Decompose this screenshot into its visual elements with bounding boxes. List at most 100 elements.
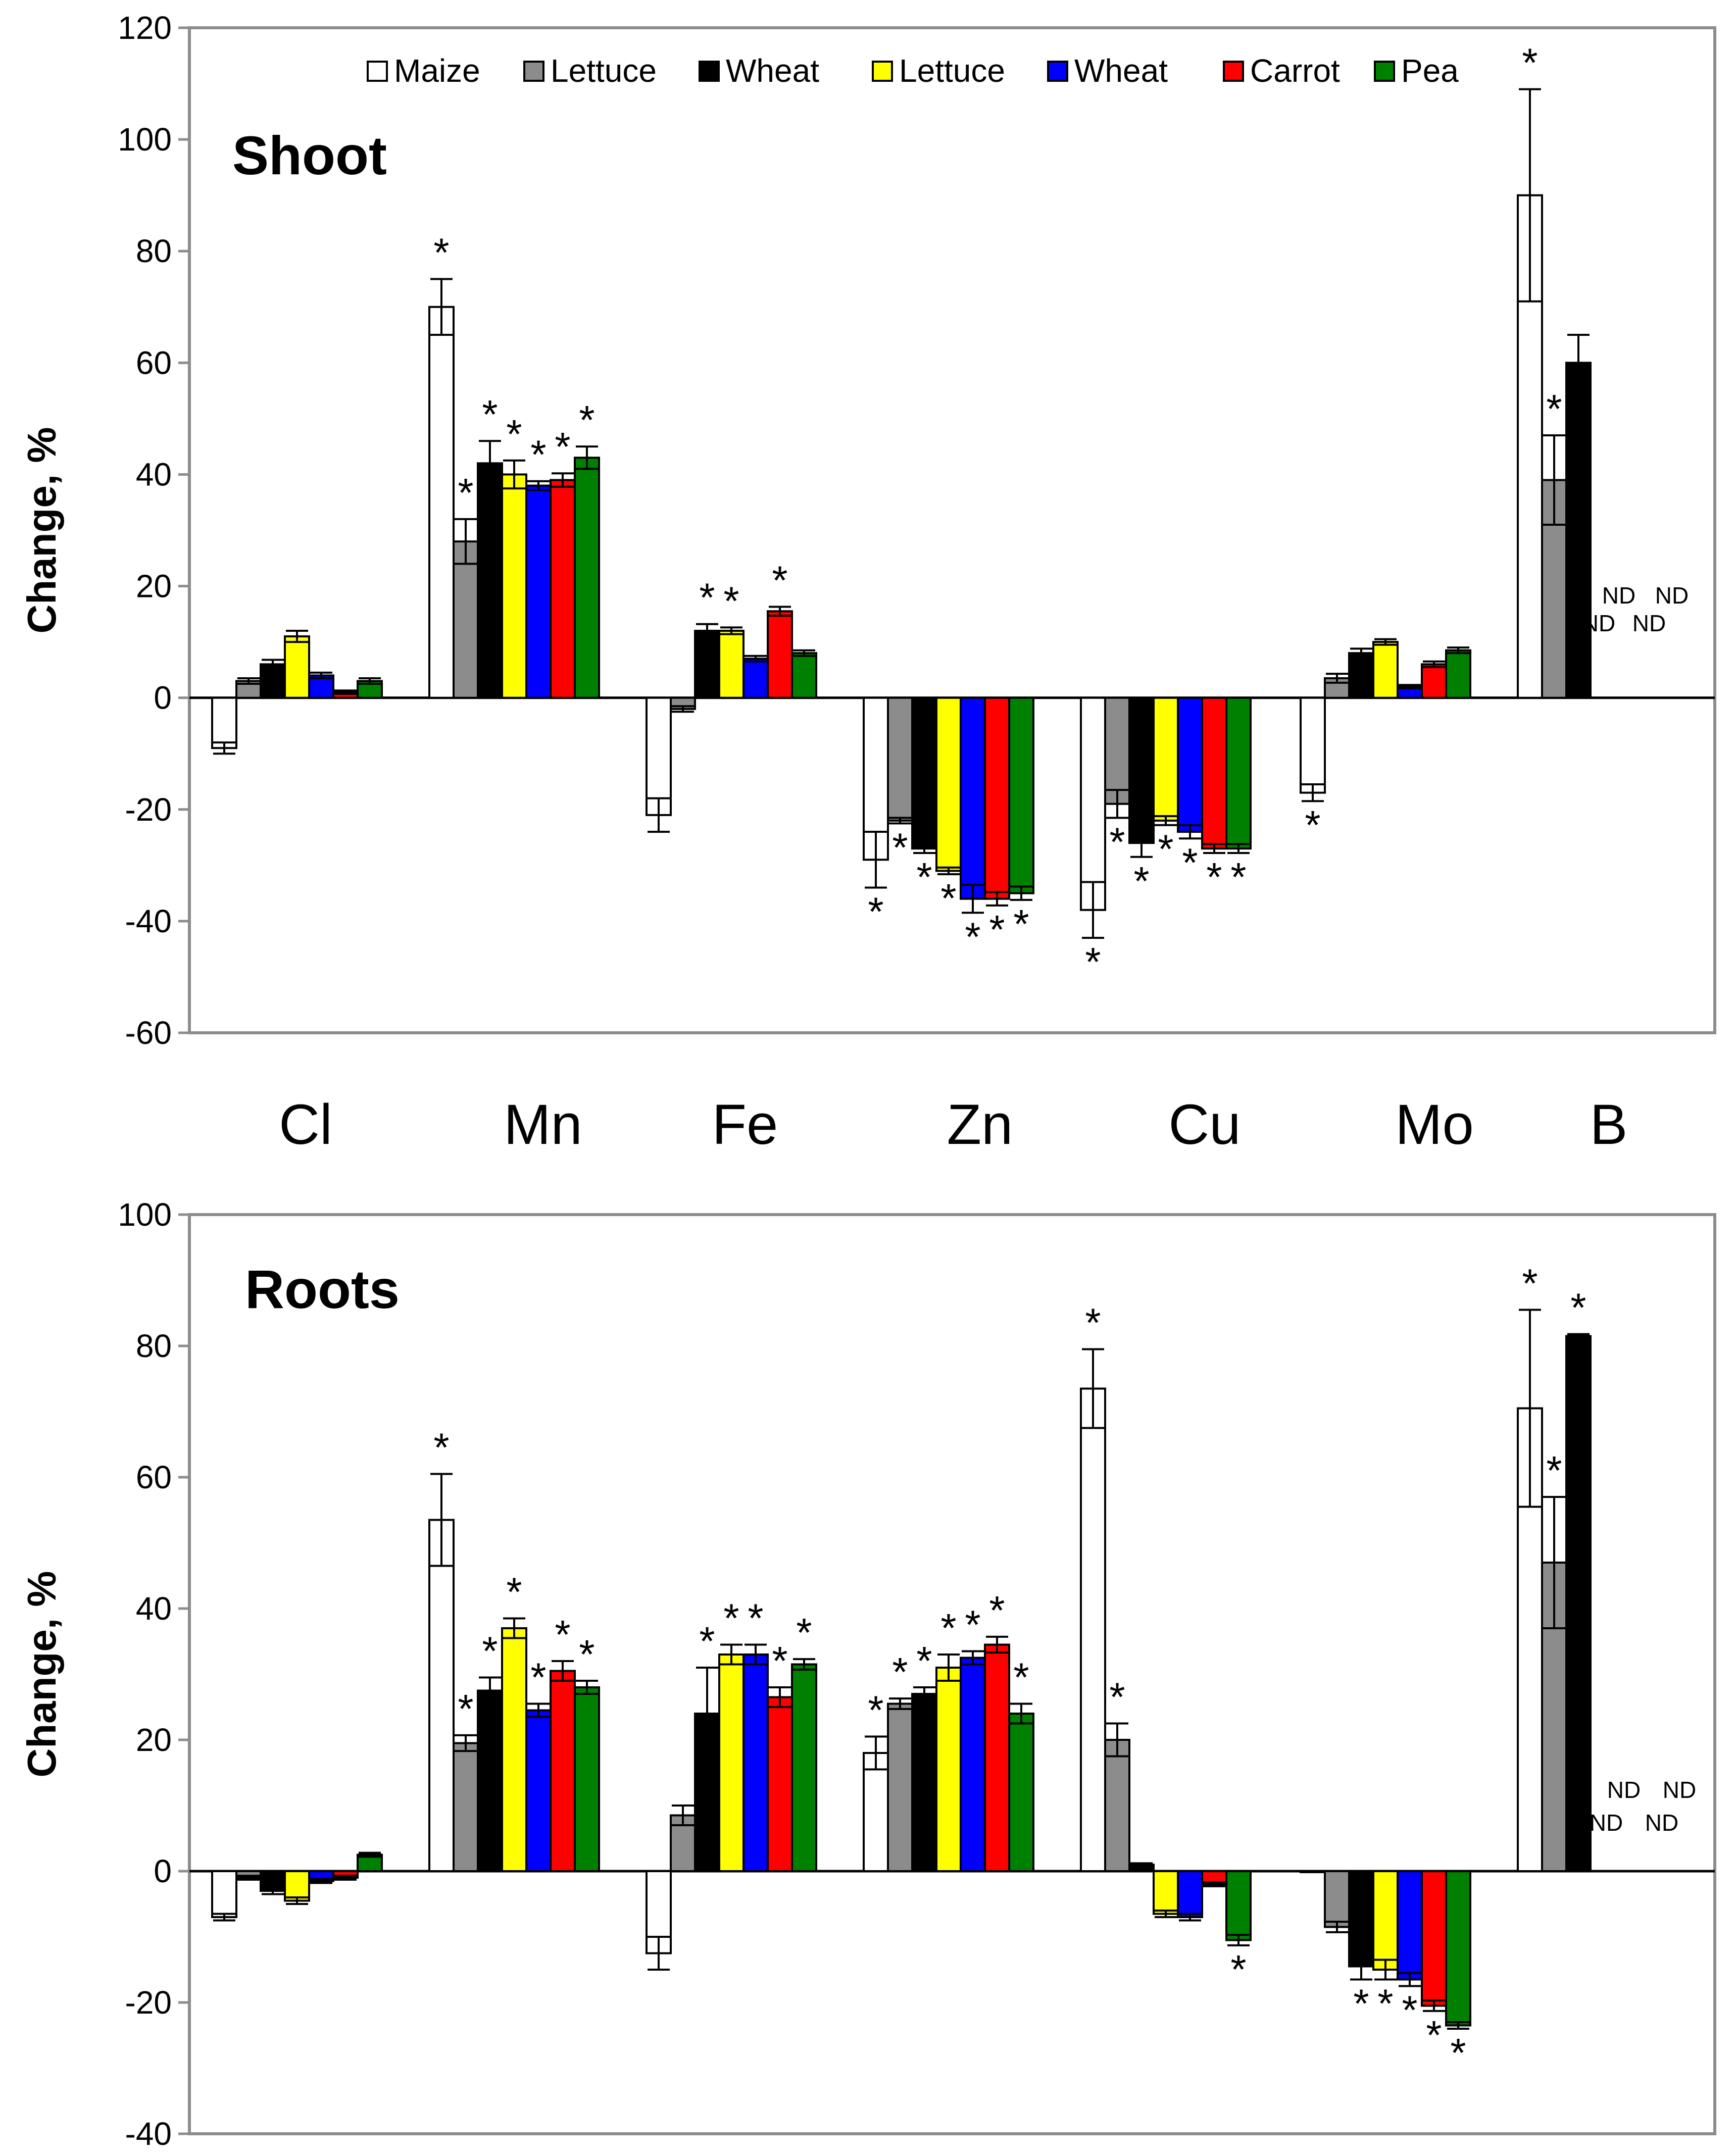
bar (428, 306, 455, 699)
bar (525, 1709, 552, 1872)
bar (1324, 1870, 1350, 1928)
bar (1445, 1870, 1471, 2027)
bar (911, 1693, 937, 1872)
significance-star: * (940, 876, 956, 921)
nd-label: ND (1632, 610, 1666, 636)
y-tick-label: 80 (136, 1328, 172, 1364)
nd-label: ND (1582, 610, 1615, 636)
bar (1348, 1870, 1374, 1968)
significance-star: * (965, 914, 980, 959)
significance-star: * (940, 1606, 956, 1650)
bar (453, 1742, 479, 1872)
bar (935, 696, 962, 872)
y-tick-label: 100 (118, 121, 172, 158)
bar (791, 1663, 817, 1872)
bar (887, 1702, 913, 1872)
bar (911, 696, 937, 850)
significance-star: * (530, 432, 546, 477)
bar (428, 1519, 455, 1872)
y-tick-label: 120 (118, 10, 172, 46)
bar (211, 696, 237, 749)
category-label: Zn (947, 1093, 1013, 1156)
bar (453, 540, 479, 699)
shoot-plot-frame (188, 26, 1716, 1034)
bar (211, 1870, 237, 1918)
significance-star: * (772, 1638, 787, 1683)
bar (574, 457, 600, 699)
y-tick-label: 60 (136, 1459, 172, 1495)
bar (477, 462, 503, 699)
category-label: Cl (279, 1093, 332, 1156)
legend-label: Wheat (1074, 53, 1168, 89)
legend-label: Lettuce (551, 53, 657, 89)
bar (1397, 1870, 1423, 1981)
bar (477, 1689, 503, 1872)
significance-star: * (1085, 939, 1101, 984)
bar (1153, 1870, 1179, 1915)
bar (284, 1870, 310, 1902)
bar (550, 1670, 576, 1872)
significance-star: * (555, 1612, 570, 1657)
bar (1565, 1335, 1592, 1872)
bar (1104, 1739, 1130, 1872)
significance-star: * (1230, 855, 1246, 899)
significance-star: * (506, 412, 522, 457)
significance-star: * (723, 1596, 739, 1641)
significance-star: * (965, 1602, 980, 1647)
significance-star: * (458, 470, 473, 515)
legend-swatch (699, 61, 720, 82)
nd-label: ND (1590, 1810, 1623, 1836)
category-label: Mn (504, 1093, 582, 1156)
significance-star: * (1013, 901, 1029, 946)
bar (501, 473, 527, 699)
significance-star: * (482, 1629, 498, 1674)
significance-star: * (892, 825, 908, 870)
roots-plot-frame (188, 1213, 1716, 2135)
bar (1177, 696, 1203, 833)
legend-label: Maize (394, 53, 480, 89)
shoot-panel: Change, % Shoot 120 100 80 60 40 20 0 -20 -40 -60… (19, 10, 1716, 1051)
significance-star: * (506, 1570, 522, 1615)
legend-label: Lettuce (899, 53, 1005, 89)
significance-star: * (1109, 1675, 1125, 1720)
significance-star: * (989, 1588, 1005, 1633)
bar (1177, 1870, 1203, 1918)
bar (1300, 1870, 1326, 1873)
significance-star: * (1570, 1285, 1586, 1330)
significance-star: * (1522, 1261, 1537, 1306)
bar (742, 1653, 769, 1872)
y-tick-label: 0 (154, 1853, 172, 1889)
significance-star: * (1158, 827, 1173, 872)
y-tick-label: -20 (125, 1984, 172, 2021)
significance-star: * (1230, 1947, 1246, 1992)
bar (887, 696, 913, 822)
y-tick-label: 20 (136, 1722, 172, 1758)
significance-star: * (723, 578, 739, 623)
bar (574, 1686, 600, 1872)
bar (960, 1657, 986, 1872)
category-label: Fe (712, 1093, 778, 1156)
legend-swatch (367, 61, 388, 82)
significance-star: * (1450, 2030, 1466, 2075)
legend-swatch (872, 61, 893, 82)
category-label: Cu (1168, 1093, 1241, 1156)
y-tick-label: 20 (136, 568, 172, 605)
category-label: Mo (1395, 1093, 1474, 1156)
significance-star: * (1377, 1981, 1393, 2026)
significance-star: * (916, 855, 932, 899)
significance-star: * (1522, 40, 1537, 85)
bar (984, 696, 1010, 900)
legend: Maize Lettuce Wheat Lettuce Wheat Carrot Pea (367, 53, 1459, 89)
shoot-panel-title: Shoot (232, 125, 387, 186)
bar (1225, 696, 1252, 850)
significance-star: * (458, 1686, 473, 1731)
nd-label: ND (1645, 1810, 1678, 1836)
legend-swatch (1047, 61, 1068, 82)
bar (863, 1752, 889, 1872)
significance-star: * (1206, 855, 1222, 899)
significance-star: * (1402, 1988, 1417, 2033)
bar (1300, 696, 1326, 794)
significance-star: * (989, 907, 1005, 952)
bar (646, 696, 672, 816)
